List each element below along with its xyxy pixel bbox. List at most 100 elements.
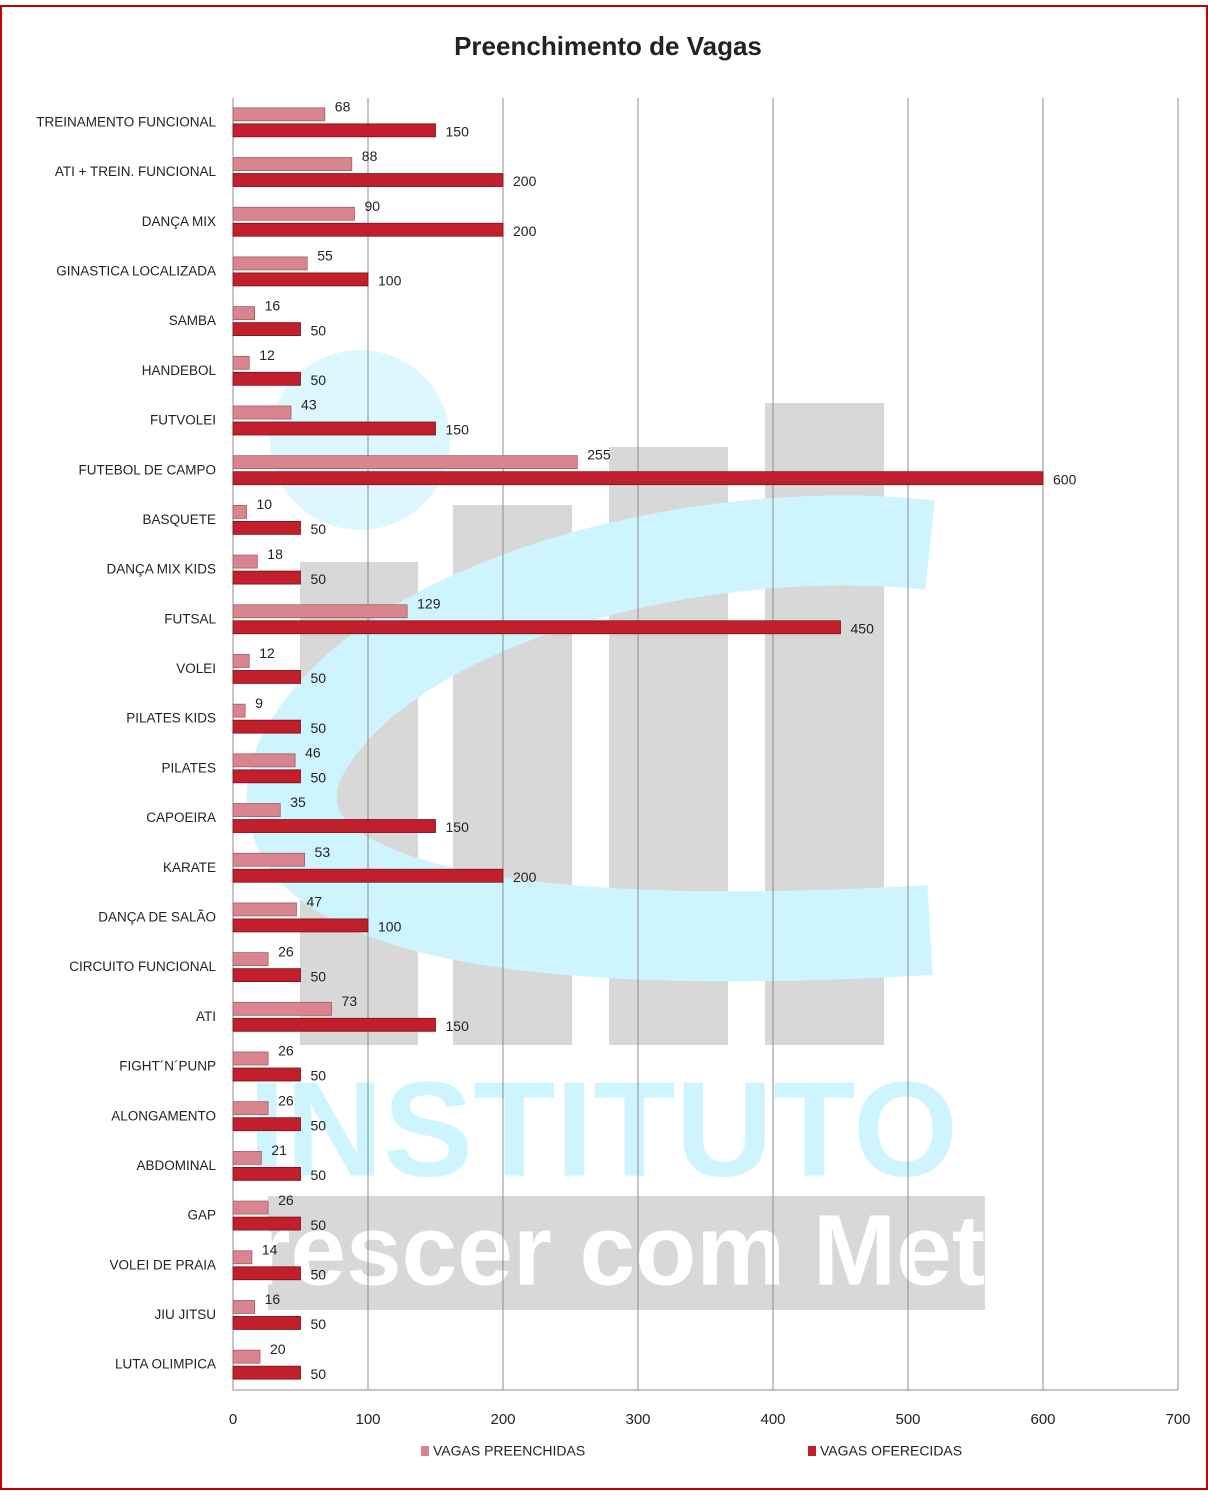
x-tick-label: 300 bbox=[625, 1411, 650, 1428]
watermark-text: Crescer com Meta bbox=[179, 1194, 1042, 1306]
bar bbox=[233, 1316, 301, 1329]
value-label: 150 bbox=[446, 124, 470, 140]
bar bbox=[233, 654, 249, 667]
y-tick-label: BASQUETE bbox=[142, 512, 216, 527]
bar bbox=[233, 108, 325, 121]
bar bbox=[233, 223, 503, 236]
y-tick-label: DANÇA DE SALÃO bbox=[98, 909, 216, 924]
value-label: 68 bbox=[335, 99, 351, 115]
value-label: 100 bbox=[378, 273, 402, 289]
bar bbox=[233, 1151, 261, 1164]
x-tick-label: 100 bbox=[355, 1411, 380, 1428]
value-label: 14 bbox=[262, 1241, 278, 1257]
y-tick-label: DANÇA MIX KIDS bbox=[106, 562, 216, 577]
value-label: 50 bbox=[311, 1266, 327, 1282]
value-label: 255 bbox=[587, 446, 611, 462]
y-tick-label: VOLEI bbox=[176, 661, 216, 676]
bar bbox=[233, 1068, 301, 1081]
y-tick-label: SAMBA bbox=[169, 313, 216, 328]
bar bbox=[233, 903, 296, 916]
bar bbox=[233, 1052, 268, 1065]
value-label: 12 bbox=[259, 347, 275, 363]
legend-label: VAGAS PREENCHIDAS bbox=[433, 1443, 585, 1459]
bar bbox=[233, 919, 368, 932]
bar bbox=[233, 456, 577, 469]
bar bbox=[233, 1201, 268, 1214]
bar bbox=[233, 472, 1043, 485]
legend-swatch bbox=[421, 1446, 429, 1456]
bar bbox=[233, 356, 249, 369]
value-label: 10 bbox=[257, 496, 273, 512]
value-label: 21 bbox=[271, 1142, 287, 1158]
value-label: 43 bbox=[301, 397, 317, 413]
value-label: 50 bbox=[311, 1217, 327, 1233]
bar bbox=[233, 124, 436, 137]
value-label: 46 bbox=[305, 745, 321, 761]
value-label: 50 bbox=[311, 770, 327, 786]
bar bbox=[233, 621, 841, 634]
value-label: 26 bbox=[278, 1092, 294, 1108]
value-label: 35 bbox=[290, 794, 306, 810]
value-label: 50 bbox=[311, 1068, 327, 1084]
bar bbox=[233, 1167, 301, 1180]
bar bbox=[233, 323, 301, 336]
value-label: 16 bbox=[265, 297, 281, 313]
bar bbox=[233, 1366, 301, 1379]
chart: INSTITUTO Crescer com Meta Preenchimento… bbox=[0, 0, 1208, 1490]
value-label: 50 bbox=[311, 571, 327, 587]
y-tick-label: ATI bbox=[196, 1009, 216, 1024]
y-tick-label: ABDOMINAL bbox=[136, 1158, 216, 1173]
y-tick-label: ATI + TREIN. FUNCIONAL bbox=[55, 164, 217, 179]
y-tick-label: DANÇA MIX bbox=[142, 214, 216, 229]
bar bbox=[233, 257, 307, 270]
bar bbox=[233, 273, 368, 286]
value-label: 50 bbox=[311, 1167, 327, 1183]
value-label: 90 bbox=[365, 198, 381, 214]
bar bbox=[233, 571, 301, 584]
y-tick-label: FUTEBOL DE CAMPO bbox=[78, 462, 216, 477]
bar bbox=[233, 953, 268, 966]
value-label: 150 bbox=[446, 1018, 470, 1034]
value-label: 600 bbox=[1053, 471, 1077, 487]
value-label: 53 bbox=[315, 844, 331, 860]
value-label: 20 bbox=[270, 1341, 286, 1357]
value-label: 450 bbox=[851, 620, 875, 636]
x-tick-label: 400 bbox=[760, 1411, 785, 1428]
bar bbox=[233, 754, 295, 767]
bar bbox=[233, 422, 436, 435]
value-label: 9 bbox=[255, 695, 263, 711]
bar bbox=[233, 869, 503, 882]
x-tick-label: 500 bbox=[895, 1411, 920, 1428]
bar bbox=[233, 1217, 301, 1230]
bar bbox=[233, 853, 305, 866]
bar bbox=[233, 670, 301, 683]
bar bbox=[233, 820, 436, 833]
value-label: 50 bbox=[311, 968, 327, 984]
chart-title: Preenchimento de Vagas bbox=[454, 31, 762, 61]
value-label: 73 bbox=[342, 993, 358, 1009]
value-label: 26 bbox=[278, 1043, 294, 1059]
y-tick-label: JIU JITSU bbox=[154, 1307, 216, 1322]
y-tick-label: GAP bbox=[187, 1208, 216, 1223]
watermark-text: INSTITUTO bbox=[248, 1054, 958, 1205]
bar bbox=[233, 505, 247, 518]
y-tick-label: FUTSAL bbox=[164, 611, 216, 626]
bar bbox=[233, 174, 503, 187]
y-tick-label: FIGHT´N´PUNP bbox=[119, 1059, 216, 1074]
value-label: 100 bbox=[378, 919, 402, 935]
value-label: 200 bbox=[513, 223, 537, 239]
value-label: 200 bbox=[513, 173, 537, 189]
y-tick-label: LUTA OLIMPICA bbox=[115, 1357, 216, 1372]
y-tick-label: PILATES bbox=[161, 760, 216, 775]
bar bbox=[233, 770, 301, 783]
bar bbox=[233, 704, 245, 717]
value-label: 50 bbox=[311, 322, 327, 338]
y-tick-label: GINASTICA LOCALIZADA bbox=[56, 263, 216, 278]
value-label: 50 bbox=[311, 720, 327, 736]
bar bbox=[233, 406, 291, 419]
value-label: 50 bbox=[311, 1366, 327, 1382]
x-tick-label: 0 bbox=[229, 1411, 237, 1428]
y-tick-label: ALONGAMENTO bbox=[111, 1108, 216, 1123]
value-label: 50 bbox=[311, 372, 327, 388]
value-label: 55 bbox=[317, 248, 333, 264]
